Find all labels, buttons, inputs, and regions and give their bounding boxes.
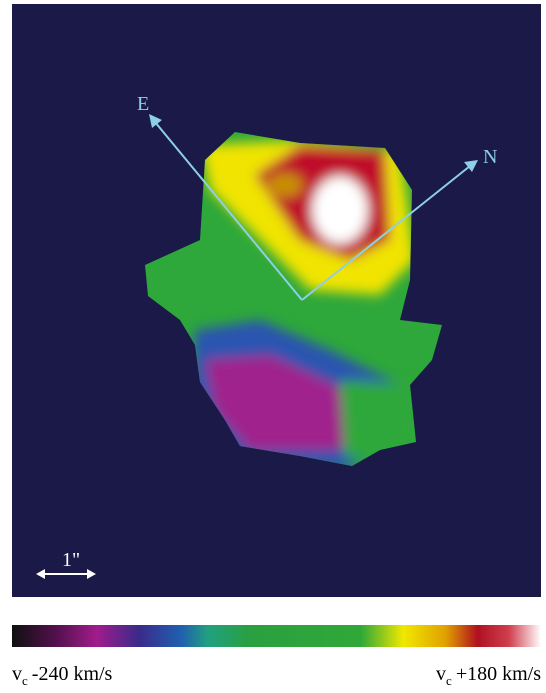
scale-bar [36, 569, 96, 579]
north-label: N [483, 146, 497, 168]
label-part: c [22, 673, 28, 688]
colorbar-max-label: vc +180 km/s [436, 663, 541, 688]
label-part: v [12, 663, 22, 685]
label-part: +180 km/s [456, 663, 541, 685]
colorbar [12, 625, 541, 647]
east-label: E [137, 93, 149, 115]
label-part: v [436, 663, 446, 685]
label-part: c [446, 673, 452, 688]
colorbar-min-label: vc -240 km/s [12, 663, 113, 688]
label-part: -240 km/s [32, 663, 113, 685]
scale-label: 1" [62, 549, 80, 571]
orientation-arrows [149, 114, 478, 301]
